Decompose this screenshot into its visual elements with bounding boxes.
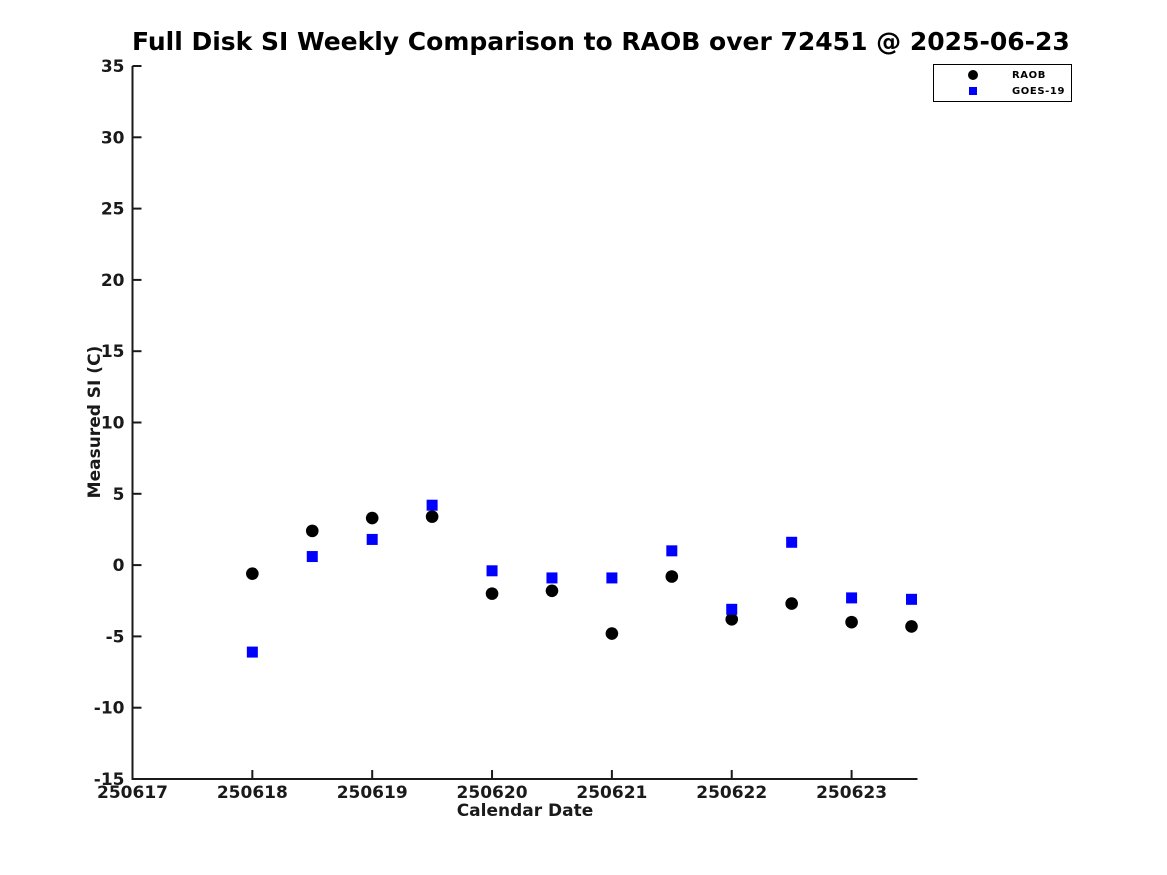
data-point-goes-19 [306, 551, 318, 563]
legend-item-goes19: GOES-19 [934, 83, 1071, 99]
x-tick-label: 250618 [217, 783, 288, 803]
goes19-square-marker-icon [969, 87, 977, 95]
data-point-raob [725, 612, 739, 626]
legend-label-raob: RAOB [1012, 69, 1046, 81]
x-tick-label: 250622 [696, 783, 767, 803]
data-point-raob [485, 587, 499, 600]
y-tick-label: 5 [113, 485, 125, 505]
y-tick-label: 30 [101, 128, 125, 148]
legend-label-goes19: GOES-19 [1012, 85, 1066, 97]
data-point-goes-19 [606, 572, 618, 584]
chart-title: Full Disk SI Weekly Comparison to RAOB o… [132, 27, 1070, 56]
y-tick-label: 35 [101, 57, 125, 77]
data-point-goes-19 [846, 592, 858, 604]
data-point-goes-19 [726, 603, 738, 615]
data-point-raob [605, 627, 619, 640]
legend-marker-wrap [934, 70, 1012, 80]
x-tick-label: 250623 [816, 783, 887, 803]
y-tick-label: -15 [94, 770, 125, 790]
data-point-goes-19 [546, 572, 558, 584]
y-tick-label: 10 [101, 414, 125, 434]
legend-item-raob: RAOB [934, 67, 1071, 83]
data-point-raob [665, 570, 679, 583]
data-point-raob [845, 615, 858, 629]
data-point-goes-19 [246, 646, 258, 658]
y-tick-label: -5 [106, 627, 125, 647]
data-point-goes-19 [786, 536, 798, 548]
y-tick-label: 15 [101, 342, 125, 362]
x-tick-label: 250619 [337, 783, 408, 803]
y-tick-label: 0 [113, 556, 125, 576]
y-tick-label: -10 [94, 699, 125, 719]
y-tick-label: 20 [101, 271, 125, 291]
data-point-raob [305, 524, 319, 538]
data-point-raob [905, 620, 918, 633]
x-tick-label: 250620 [457, 783, 528, 803]
axes-spines [131, 66, 918, 780]
data-point-goes-19 [486, 565, 498, 577]
data-point-goes-19 [906, 593, 918, 605]
raob-circle-marker-icon [968, 70, 978, 80]
x-tick-label: 250621 [576, 783, 647, 803]
y-tick-label: 25 [101, 200, 125, 220]
data-point-goes-19 [666, 545, 678, 557]
legend-marker-wrap [934, 87, 1012, 95]
data-point-goes-19 [426, 499, 438, 511]
data-point-raob [365, 511, 379, 525]
data-point-raob [425, 510, 439, 523]
x-tick-label: 250617 [97, 783, 168, 803]
legend: RAOB GOES-19 [933, 64, 1072, 102]
data-point-raob [785, 597, 798, 610]
data-point-raob [545, 584, 559, 598]
x-axis-label: Calendar Date [456, 801, 594, 821]
data-point-raob [246, 567, 259, 580]
data-point-goes-19 [366, 533, 378, 545]
